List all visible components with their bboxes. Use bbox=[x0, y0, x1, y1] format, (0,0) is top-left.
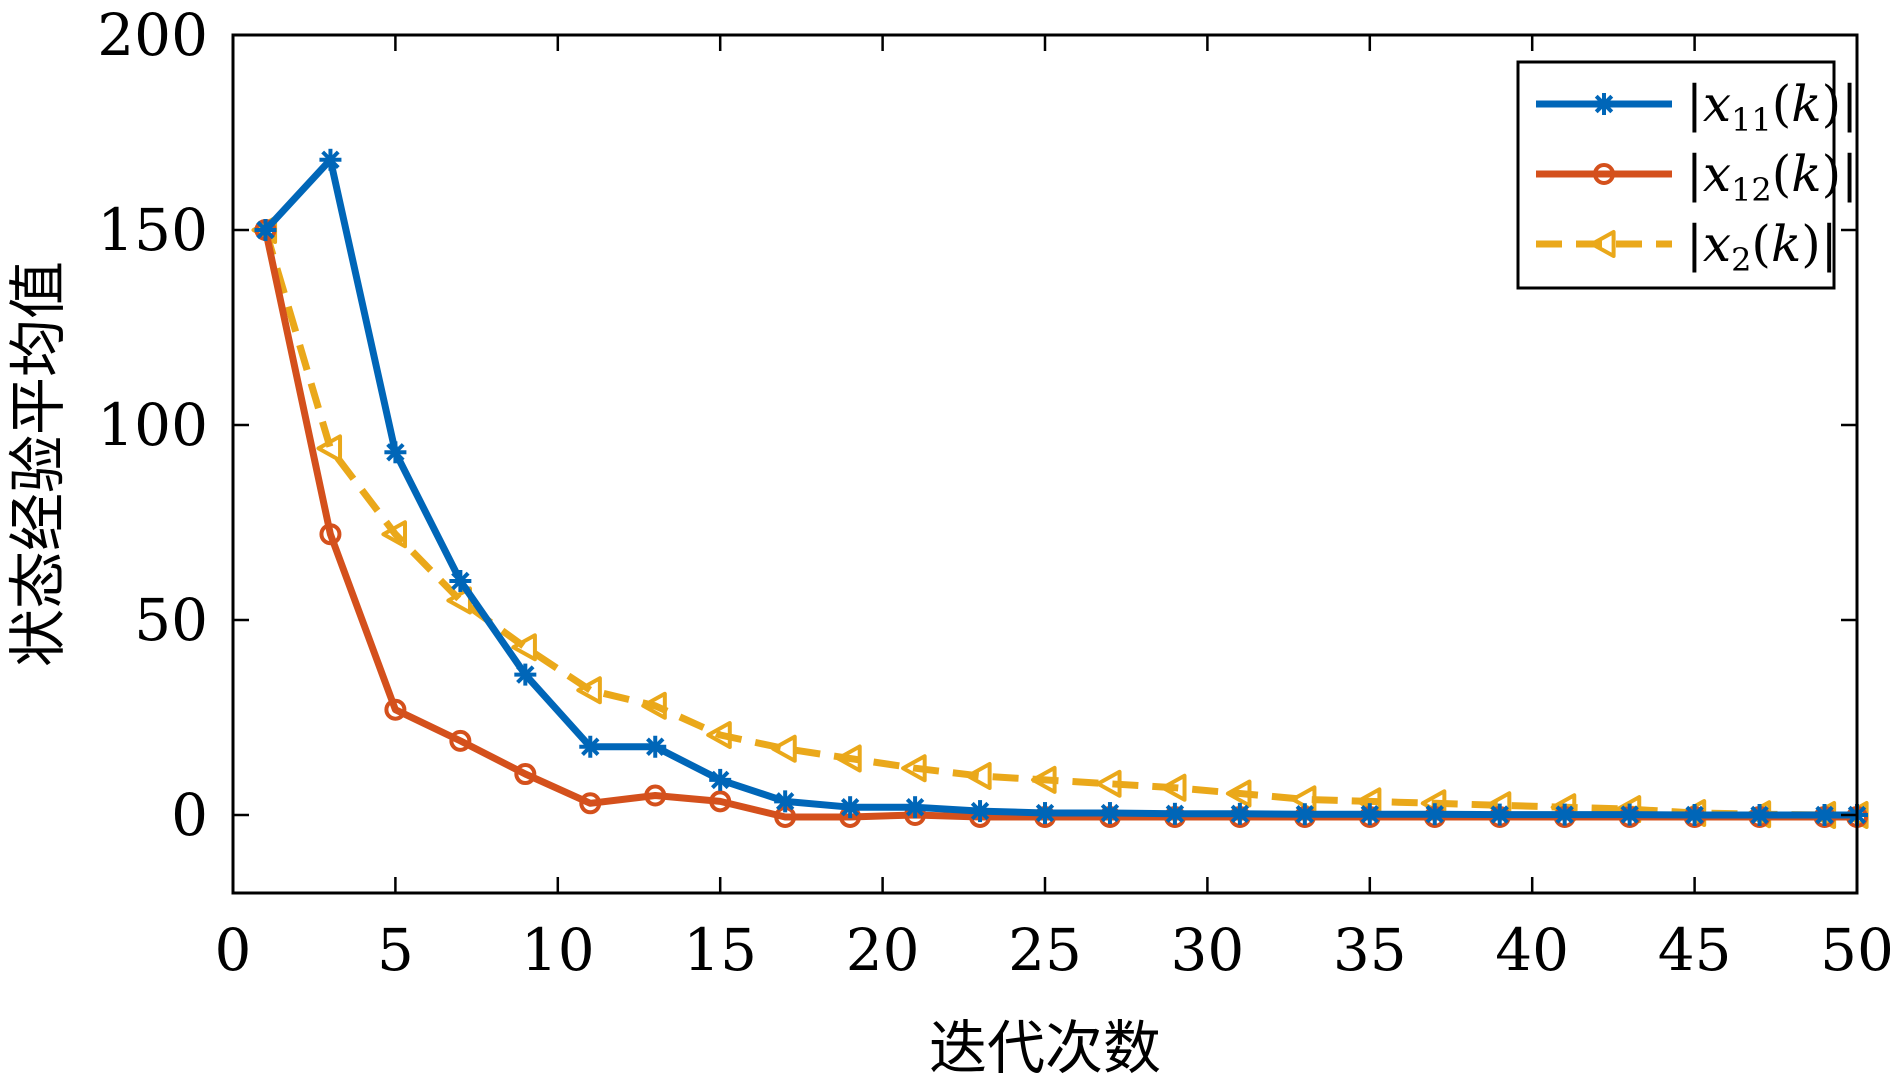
data-point bbox=[449, 729, 472, 752]
x-tick-label: 0 bbox=[215, 916, 252, 984]
legend-entry-1: |x11(k)| bbox=[1536, 75, 1858, 139]
data-point bbox=[774, 790, 797, 813]
x-tick-label: 15 bbox=[683, 916, 757, 984]
data-point bbox=[839, 796, 862, 819]
data-point bbox=[1683, 804, 1706, 826]
data-point bbox=[644, 735, 667, 758]
data-point bbox=[579, 792, 602, 815]
y-tick-label: 50 bbox=[134, 586, 208, 654]
data-point bbox=[1553, 803, 1576, 826]
y-tick-label: 200 bbox=[97, 1, 208, 69]
data-point bbox=[514, 763, 537, 786]
data-point bbox=[1488, 803, 1511, 826]
data-point bbox=[1293, 803, 1316, 826]
y-tick-label: 0 bbox=[171, 781, 208, 849]
x-tick-label: 20 bbox=[846, 916, 920, 984]
data-point bbox=[384, 698, 407, 721]
data-point bbox=[966, 762, 992, 790]
legend-entry-2: |x12(k)| bbox=[1536, 145, 1858, 209]
x-tick-label: 30 bbox=[1170, 916, 1244, 984]
legend-marker bbox=[1590, 230, 1616, 258]
data-point bbox=[1095, 769, 1122, 798]
data-point bbox=[319, 523, 342, 546]
legend-entry-3: |x2(k)| bbox=[1536, 215, 1838, 279]
data-point bbox=[1163, 802, 1186, 825]
data-point bbox=[771, 734, 797, 763]
ticks-layer: 0 5 10 15 20 25 30 35 40 45 50 0 50 100 150 200 bbox=[97, 1, 1890, 984]
data-point bbox=[904, 796, 927, 819]
data-point bbox=[511, 633, 537, 662]
data-point bbox=[706, 721, 732, 750]
data-point bbox=[381, 520, 407, 549]
legend-marker bbox=[1593, 163, 1615, 185]
data-point bbox=[579, 735, 602, 758]
legend-label: |x2(k)| bbox=[1686, 215, 1838, 279]
y-tick-label: 150 bbox=[97, 196, 208, 264]
data-point bbox=[316, 434, 343, 463]
data-point bbox=[1160, 773, 1187, 802]
data-point bbox=[1031, 765, 1057, 794]
data-point bbox=[1423, 803, 1446, 826]
x-tick-label: 40 bbox=[1495, 916, 1569, 984]
series-layer bbox=[251, 148, 1869, 829]
data-point bbox=[254, 219, 277, 241]
legend-label: |x12(k)| bbox=[1686, 145, 1858, 209]
x-tick-label: 45 bbox=[1658, 916, 1732, 984]
data-point bbox=[384, 441, 407, 464]
data-point bbox=[1228, 802, 1251, 825]
data-point bbox=[641, 691, 667, 720]
legend-label: |x11(k)| bbox=[1686, 75, 1858, 139]
data-point bbox=[969, 800, 992, 823]
data-point bbox=[319, 148, 342, 171]
data-point bbox=[449, 570, 472, 592]
data-point bbox=[1225, 779, 1252, 808]
data-point bbox=[1748, 804, 1771, 826]
x-tick-label: 25 bbox=[1008, 916, 1082, 984]
x-tick-label: 35 bbox=[1333, 916, 1407, 984]
data-point bbox=[514, 663, 537, 686]
data-point bbox=[644, 784, 667, 807]
data-point bbox=[576, 676, 602, 705]
y-tick-label: 100 bbox=[97, 391, 208, 459]
x-tick-label: 5 bbox=[377, 916, 414, 984]
legend: |x11(k)||x12(k)||x2(k)| bbox=[1516, 60, 1858, 290]
legend-marker bbox=[1593, 93, 1615, 115]
y-axis-title: 状态经验平均值 bbox=[4, 261, 72, 667]
data-point bbox=[709, 768, 732, 791]
data-point bbox=[836, 744, 862, 773]
x-tick-label: 50 bbox=[1820, 916, 1890, 984]
data-point bbox=[901, 754, 927, 783]
x-tick-label: 10 bbox=[521, 916, 595, 984]
data-point bbox=[1358, 803, 1381, 826]
data-point bbox=[1034, 802, 1056, 825]
x-axis-title: 迭代次数 bbox=[929, 1014, 1161, 1076]
series-1 bbox=[254, 148, 1868, 826]
data-point bbox=[1098, 802, 1121, 825]
data-point bbox=[709, 790, 732, 813]
data-point bbox=[1618, 803, 1641, 826]
data-point bbox=[1813, 804, 1836, 826]
